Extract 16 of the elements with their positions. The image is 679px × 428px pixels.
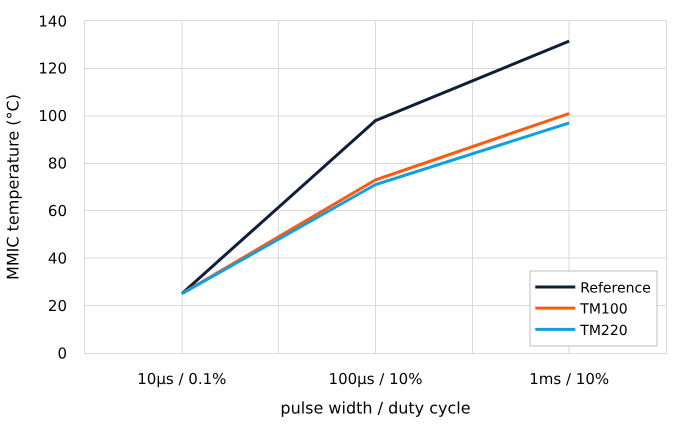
x-axis-title: pulse width / duty cycle <box>280 398 471 418</box>
y-tick-label: 60 <box>48 202 67 220</box>
y-axis-title: MMIC temperature (°C) <box>3 94 22 280</box>
legend-label: TM100 <box>579 302 628 318</box>
legend-label: TM220 <box>579 322 628 339</box>
y-tick-label: 0 <box>57 344 67 362</box>
x-tick-label: 100µs / 10% <box>328 370 422 388</box>
x-tick-label: 10µs / 0.1% <box>137 370 226 388</box>
y-tick-label: 120 <box>38 60 67 78</box>
y-tick-label: 100 <box>38 107 67 126</box>
x-tick-label: 1ms / 10% <box>529 370 610 388</box>
y-tick-label: 80 <box>48 154 67 173</box>
y-tick-label: 140 <box>38 12 67 30</box>
legend-label: Reference <box>580 280 651 296</box>
y-tick-label: 40 <box>48 249 67 268</box>
y-tick-label: 20 <box>48 296 67 315</box>
